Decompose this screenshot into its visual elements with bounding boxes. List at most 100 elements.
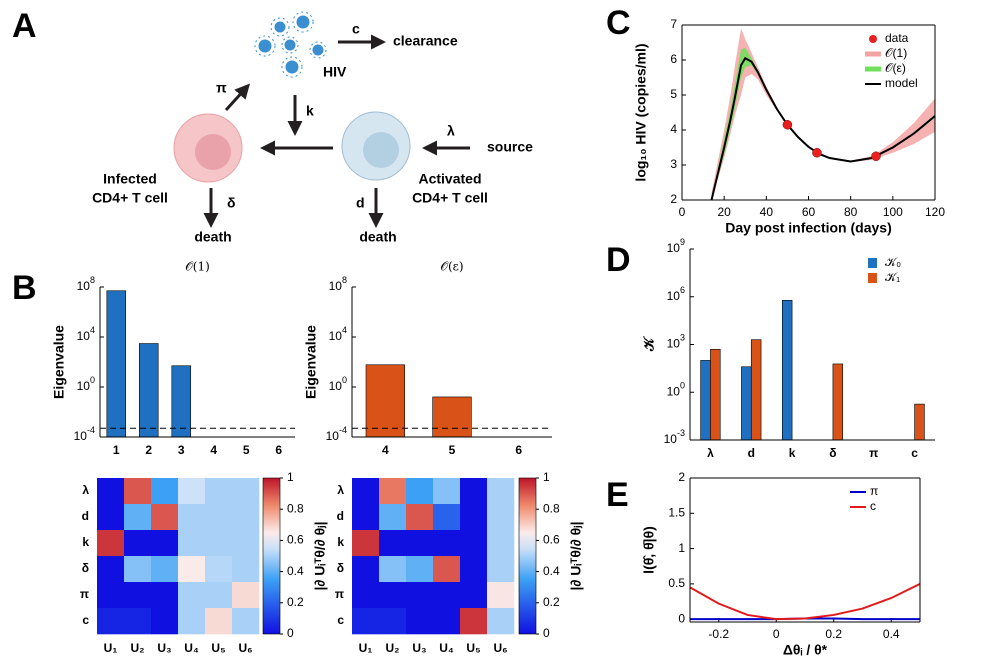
row-label: k [82, 535, 89, 549]
x-tick-label: 5 [449, 443, 456, 457]
heatmap-cell [178, 530, 206, 557]
row-label: λ [82, 483, 89, 497]
heatmap-cell [406, 478, 434, 505]
heatmap-cell [151, 478, 179, 505]
rate-label: c [352, 21, 360, 37]
column-label: U₆ [238, 641, 252, 655]
heatmap-cell [352, 608, 380, 635]
heatmap-cell [151, 530, 179, 557]
bar [741, 366, 752, 441]
heatmap-cell [406, 530, 434, 557]
row-label: d [337, 509, 344, 523]
heatmap-cell [433, 530, 461, 557]
heatmap-cell [487, 478, 515, 505]
chart-title: 𝒪(ε) [440, 260, 463, 274]
y-tick-label: 10-3 [664, 428, 685, 446]
heatmap-cell [205, 478, 233, 505]
y-tick-label: 6 [670, 52, 677, 66]
y-tick-label: 10-4 [326, 425, 347, 443]
column-label: U₂ [386, 641, 400, 655]
y-tick-label: 100 [329, 375, 347, 393]
x-axis-label: Δθᵢ / θ* [783, 642, 828, 658]
x-tick-label: 40 [760, 205, 774, 219]
x-tick-label: 120 [925, 205, 945, 219]
colorbar-tick-label: 0 [543, 626, 550, 640]
x-tick-label: c [911, 446, 918, 460]
row-label: λ [337, 483, 344, 497]
plot-area [710, 28, 935, 200]
bar [106, 290, 126, 438]
heatmap-cell [232, 582, 260, 609]
y-tick-label: 104 [77, 325, 95, 343]
heatmap-cell [97, 556, 125, 583]
x-tick-label: 100 [883, 205, 903, 219]
heatmap-cell [487, 530, 515, 557]
colorbar-tick-label: 1 [543, 470, 550, 484]
heatmap-cell [97, 504, 125, 531]
colorbar-tick-label: 0.8 [287, 501, 304, 515]
y-axis-label: Eigenvalue [303, 325, 319, 399]
data-point [871, 151, 881, 161]
x-tick-label: 80 [844, 205, 858, 219]
bar [710, 348, 721, 441]
column-label: U₁ [359, 641, 373, 655]
heatmap-cell [352, 504, 380, 531]
x-tick-label: λ [707, 446, 714, 460]
x-tick-label: 0.2 [825, 627, 842, 641]
legend-swatch [868, 258, 877, 268]
series-line [710, 56, 935, 200]
bar [750, 339, 762, 441]
heatmap-cell [379, 582, 407, 609]
rate-label: δ [227, 195, 236, 211]
data-point [782, 120, 793, 130]
heatmap-cell [433, 582, 461, 609]
y-tick-label: 3 [670, 157, 677, 171]
y-tick-label: 100 [667, 381, 685, 399]
y-tick-label: 108 [77, 275, 95, 293]
colorbar-tick-label: 0.8 [543, 501, 560, 515]
y-axis-label: 𝒦 [641, 336, 657, 352]
heatmap-cell [379, 608, 407, 635]
colorbar [262, 477, 281, 635]
column-label: U₅ [211, 641, 225, 655]
y-tick-label: 104 [329, 325, 347, 343]
x-tick-label: 1 [113, 443, 120, 457]
y-tick-label: 1 [678, 541, 685, 555]
row-label: d [82, 509, 89, 523]
y-tick-label: 2 [670, 192, 677, 206]
legend-label: model [885, 76, 918, 90]
heatmap-cell [232, 504, 260, 531]
bar [139, 343, 159, 438]
legend-label: data [885, 31, 909, 45]
column-label: U₄ [184, 641, 199, 655]
heatmap-cell [232, 478, 260, 505]
panel-label: B [12, 269, 37, 307]
y-tick-label: 2 [678, 470, 685, 484]
heatmap-cell [433, 478, 461, 505]
x-tick-label: -0.2 [708, 627, 729, 641]
node-label: death [194, 229, 231, 245]
colorbar-tick-label: 0.2 [543, 595, 560, 609]
x-tick-label: 2 [145, 443, 152, 457]
heatmap-cell [379, 530, 407, 557]
legend-label: 𝒦₀ [885, 255, 901, 269]
heatmap-cell [124, 504, 152, 531]
node-label: Activated [418, 171, 481, 187]
heatmap-cell [151, 582, 179, 609]
heatmap-cell [433, 608, 461, 635]
arrow [224, 83, 251, 112]
x-tick-label: 4 [210, 443, 217, 457]
x-tick-label: 6 [275, 443, 282, 457]
bar [781, 299, 793, 441]
panel-label: E [606, 476, 629, 514]
node-label: Infected [103, 171, 157, 187]
heatmap-cell [232, 530, 260, 557]
row-label: c [82, 613, 89, 627]
colorbar-label: |∂ Uᵢᵀθ/∂ θⱼ| [568, 521, 584, 590]
x-tick-label: k [789, 446, 796, 460]
heatmap-cell [97, 608, 125, 635]
colorbar-tick-label: 1 [287, 470, 294, 484]
panel-label: D [606, 241, 631, 279]
row-label: k [337, 535, 344, 549]
